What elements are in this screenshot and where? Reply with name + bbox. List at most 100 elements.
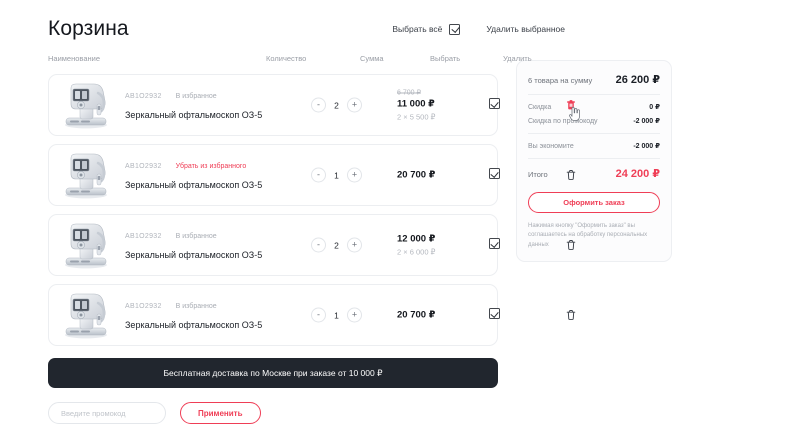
cart-item-row: AB1O2932 Убрать из избранного Зеркальный… (48, 144, 576, 206)
column-header-sum: Сумма (360, 54, 384, 63)
quantity-stepper: - 1 + (311, 307, 362, 323)
delete-item-button[interactable] (564, 238, 578, 252)
cart-item-list: AB1O2932 В избранное Зеркальный офтальмо… (48, 74, 580, 346)
page-title: Корзина (48, 17, 129, 40)
quantity-decrement-button[interactable]: - (311, 97, 326, 113)
item-select-checkbox[interactable] (489, 236, 500, 254)
summary-discount-label: Скидка (528, 104, 552, 111)
product-name[interactable]: Зеркальный офтальмоскоп ОЗ-5 (125, 320, 263, 330)
select-all-label: Выбрать всё (392, 24, 443, 34)
product-thumbnail[interactable] (57, 79, 115, 131)
column-header-quantity: Количество (266, 54, 307, 63)
delete-item-button[interactable] (564, 308, 578, 322)
favorite-toggle[interactable]: В избранное (175, 233, 217, 240)
product-image-svg (57, 289, 115, 341)
checkbox-glyph (489, 308, 500, 319)
quantity-increment-button[interactable]: + (347, 237, 362, 253)
column-header-name: Наименование (48, 54, 100, 63)
favorite-toggle[interactable]: В избранное (175, 303, 217, 310)
product-thumbnail[interactable] (57, 289, 115, 341)
product-meta: AB1O2932 Убрать из избранного (125, 160, 290, 173)
cart-item-row: AB1O2932 В избранное Зеркальный офтальмо… (48, 214, 576, 276)
quantity-decrement-button[interactable]: - (311, 167, 326, 183)
price-total: 20 700 ₽ (397, 169, 436, 181)
delete-item-button[interactable] (564, 168, 578, 182)
quantity-increment-button[interactable]: + (347, 307, 362, 323)
product-image-svg (57, 219, 115, 271)
product-code: AB1O2932 (125, 303, 162, 310)
summary-promo-discount-label: Скидка по промокоду (528, 118, 598, 125)
product-image-svg (57, 79, 115, 131)
quantity-increment-button[interactable]: + (347, 167, 362, 183)
header-actions: Выбрать всё Удалить выбранное (392, 23, 745, 35)
summary-grand-total-value: 24 200 ₽ (615, 168, 660, 180)
product-meta: AB1O2932 В избранное (125, 90, 290, 103)
summary-row-savings: Вы экономите -2 000 ₽ (528, 139, 660, 153)
quantity-value: 2 (334, 100, 339, 110)
quantity-decrement-button[interactable]: - (311, 307, 326, 323)
promo-code-input[interactable] (48, 402, 166, 424)
promo-section: Применить (48, 402, 498, 424)
product-name[interactable]: Зеркальный офтальмоскоп ОЗ-5 (125, 250, 263, 260)
summary-savings-value: -2 000 ₽ (633, 143, 660, 150)
favorite-toggle[interactable]: В избранное (175, 93, 217, 100)
order-summary-card: 6 товара на сумму 26 200 ₽ Скидка 0 ₽ Ск… (516, 60, 672, 262)
item-select-checkbox[interactable] (489, 166, 500, 184)
item-select-checkbox[interactable] (489, 96, 500, 114)
cart-items-column: Наименование Количество Сумма Выбрать Уд… (48, 54, 580, 424)
page-header: Корзина Выбрать всё Удалить выбранное (48, 8, 745, 50)
quantity-value: 2 (334, 240, 339, 250)
cart-item-row: AB1O2932 В избранное Зеркальный офтальмо… (48, 74, 580, 136)
product-name[interactable]: Зеркальный офтальмоскоп ОЗ-5 (125, 180, 263, 190)
free-delivery-banner-text: Бесплатная доставка по Москве при заказе… (163, 367, 383, 378)
product-meta: AB1O2932 В избранное (125, 230, 290, 243)
free-delivery-banner: Бесплатная доставка по Москве при заказе… (48, 358, 498, 388)
summary-row-promo-discount: Скидка по промокоду -2 000 ₽ (528, 114, 660, 128)
summary-row-grand-total: Итого 24 200 ₽ (528, 164, 660, 183)
checkout-button[interactable]: Оформить заказ (528, 192, 660, 213)
summary-row-total-items: 6 товара на сумму 26 200 ₽ (528, 70, 660, 89)
checkbox-glyph (489, 238, 500, 249)
price-block: 6 700 ₽ 11 000 ₽ 2 × 5 500 ₽ (397, 89, 475, 122)
summary-total-items-value: 26 200 ₽ (615, 74, 660, 86)
product-meta: AB1O2932 В избранное (125, 300, 290, 313)
product-name[interactable]: Зеркальный офтальмоскоп ОЗ-5 (125, 110, 263, 120)
cart-item-row: AB1O2932 В избранное Зеркальный офтальмо… (48, 284, 576, 346)
favorite-toggle[interactable]: Убрать из избранного (175, 163, 247, 170)
product-image-svg (57, 149, 115, 201)
delete-selected-button[interactable]: Удалить выбранное (486, 24, 565, 34)
product-code: AB1O2932 (125, 93, 162, 100)
price-block: 20 700 ₽ (397, 310, 475, 321)
quantity-stepper: - 2 + (311, 97, 362, 113)
summary-total-items-label: 6 товара на сумму (528, 76, 593, 85)
price-old: 6 700 ₽ (397, 89, 421, 97)
summary-discount-value: 0 ₽ (649, 104, 660, 111)
product-info: AB1O2932 Убрать из избранного Зеркальный… (125, 160, 290, 190)
product-code: AB1O2932 (125, 163, 162, 170)
summary-divider-2 (528, 133, 660, 134)
price-block: 20 700 ₽ (397, 170, 475, 181)
delete-item-button[interactable] (564, 98, 578, 112)
select-all-control[interactable]: Выбрать всё (392, 23, 461, 35)
product-info: AB1O2932 В избранное Зеркальный офтальмо… (125, 230, 290, 260)
summary-promo-discount-value: -2 000 ₽ (633, 118, 660, 125)
quantity-stepper: - 2 + (311, 237, 362, 253)
apply-promo-button[interactable]: Применить (180, 402, 261, 424)
select-all-checkbox[interactable] (449, 23, 461, 35)
price-unit-breakdown: 2 × 5 500 ₽ (397, 112, 436, 122)
table-header-row: Наименование Количество Сумма Выбрать Уд… (48, 54, 532, 74)
summary-divider-1 (528, 94, 660, 95)
product-code: AB1O2932 (125, 233, 162, 240)
quantity-decrement-button[interactable]: - (311, 237, 326, 253)
summary-divider-3 (528, 158, 660, 159)
product-info: AB1O2932 В избранное Зеркальный офтальмо… (125, 300, 290, 330)
summary-savings-label: Вы экономите (528, 143, 574, 150)
summary-grand-total-label: Итого (528, 170, 548, 179)
column-header-select: Выбрать (430, 54, 461, 63)
quantity-increment-button[interactable]: + (347, 97, 362, 113)
product-thumbnail[interactable] (57, 219, 115, 271)
item-select-checkbox[interactable] (489, 306, 500, 324)
product-thumbnail[interactable] (57, 149, 115, 201)
quantity-value: 1 (334, 170, 339, 180)
